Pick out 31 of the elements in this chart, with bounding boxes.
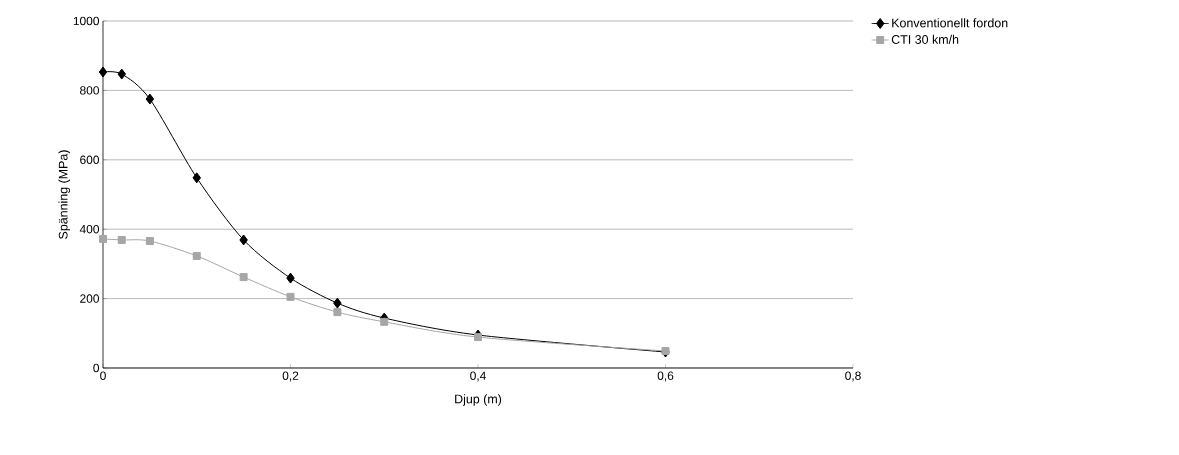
point	[117, 68, 126, 80]
legend-label: CTI 30 km/h	[891, 34, 959, 44]
x-tick-label: 0,4	[470, 371, 486, 382]
point	[474, 333, 482, 342]
y-tick-label: 0	[93, 363, 100, 373]
point	[380, 317, 389, 326]
point	[99, 234, 107, 243]
point	[192, 172, 201, 184]
x-tick-label: 0,8	[845, 371, 861, 382]
point	[145, 93, 155, 105]
x-tick-label: 0,2	[282, 371, 299, 382]
legend-label: Konventionellt fordon	[892, 18, 1008, 28]
point	[286, 292, 295, 301]
point	[333, 308, 342, 317]
y-tick-label: 800	[80, 86, 100, 95]
point	[333, 297, 342, 309]
y-tick-label: 400	[79, 224, 100, 234]
y-tick-label: 200	[80, 294, 100, 303]
x-tick-label: 0,6	[657, 371, 674, 382]
point	[286, 272, 295, 284]
y-axis-title: Spänning (MPa)	[58, 150, 71, 239]
y-tick-label: 1000	[73, 16, 100, 26]
x-tick-label: 0	[100, 371, 106, 380]
point	[239, 273, 248, 282]
point	[145, 237, 154, 245]
point	[192, 251, 201, 260]
point	[117, 235, 126, 244]
x-axis-title: Djup (m)	[455, 394, 502, 406]
point	[98, 66, 108, 78]
point	[239, 234, 248, 246]
y-tick-label: 600	[80, 155, 100, 165]
